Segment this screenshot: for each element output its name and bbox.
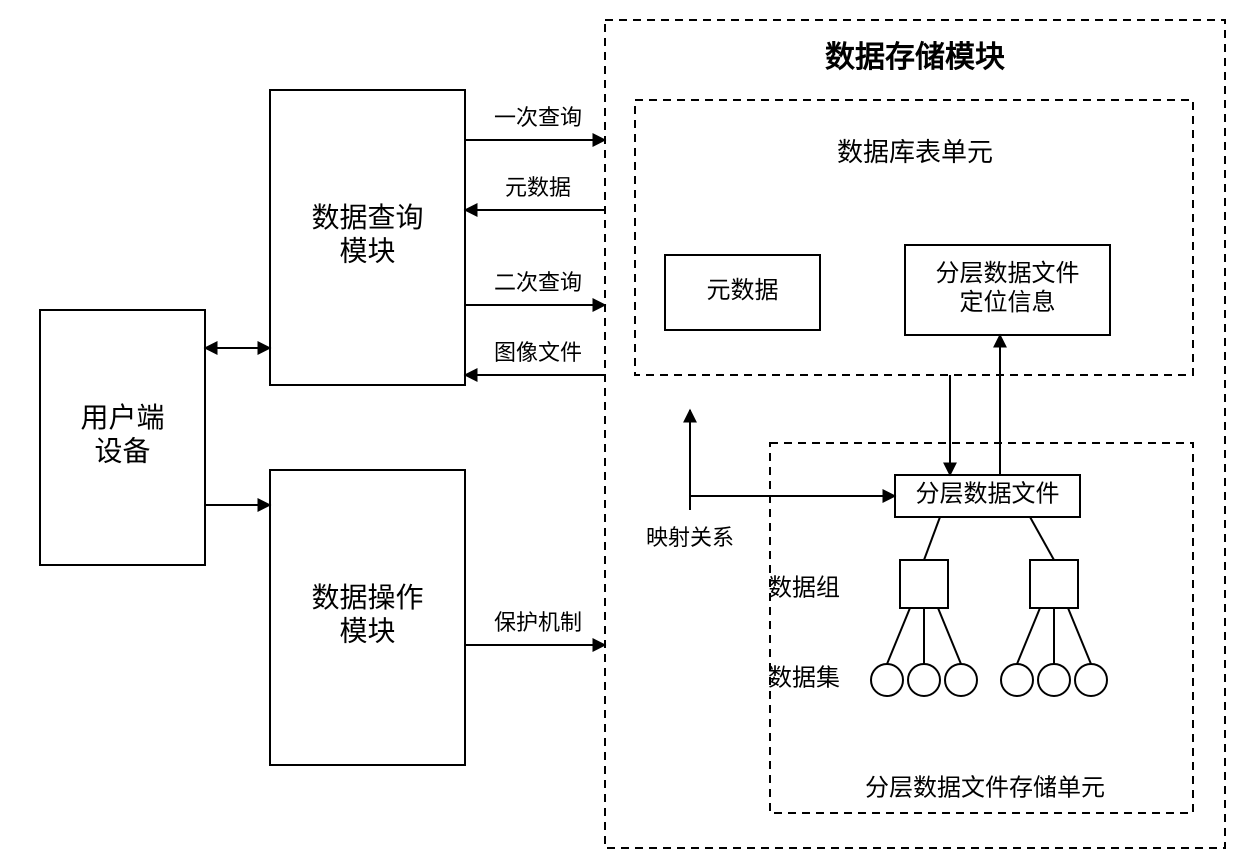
tree-leg-3 (1017, 608, 1040, 664)
query-module-label-1: 数据查询 (311, 202, 423, 234)
metadata-label: 元数据 (707, 277, 779, 304)
tree-leaf-1 (908, 664, 940, 696)
query-module-label-2: 模块 (339, 236, 395, 268)
tree-leaf-2 (945, 664, 977, 696)
edge-label-q2: 二次查询 (494, 270, 582, 295)
edge-label-q1: 一次查询 (494, 105, 582, 130)
operate-module-label-1: 数据操作 (311, 582, 423, 614)
tree-leg-5 (1068, 608, 1091, 664)
tree-label-set: 数据集 (768, 665, 840, 692)
tree-leaf-4 (1038, 664, 1070, 696)
edge-label-map: 映射关系 (646, 525, 734, 550)
client-device-label-1: 用户端 (80, 402, 164, 434)
hier-unit-title: 分层数据文件存储单元 (865, 775, 1105, 802)
client-device-label-2: 设备 (94, 436, 150, 468)
tree-leaf-0 (871, 664, 903, 696)
tree-node-L (900, 560, 948, 608)
tree-leg-0 (887, 608, 910, 664)
tree-node-R (1030, 560, 1078, 608)
locinfo-label-2: 定位信息 (960, 289, 1056, 316)
edge-label-meta: 元数据 (505, 175, 571, 200)
locinfo-label-1: 分层数据文件 (936, 260, 1080, 287)
tree-leaf-3 (1001, 664, 1033, 696)
edge-label-prot: 保护机制 (494, 610, 582, 635)
edge-label-img: 图像文件 (494, 340, 582, 365)
storage-module-title: 数据存储模块 (825, 41, 1005, 74)
tree-label-group: 数据组 (768, 575, 840, 602)
operate-module-label-2: 模块 (339, 616, 395, 648)
hier-file-label: 分层数据文件 (916, 481, 1060, 508)
tree-conn-R (1030, 517, 1054, 560)
tree-leg-2 (938, 608, 961, 664)
tree-conn-L (924, 517, 940, 560)
tree-leaf-5 (1075, 664, 1107, 696)
db-unit-title: 数据库表单元 (837, 138, 993, 167)
